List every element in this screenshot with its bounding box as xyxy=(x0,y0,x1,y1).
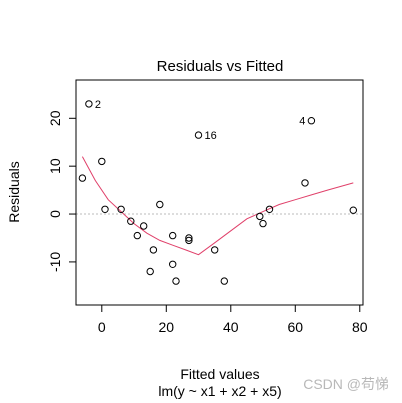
data-point xyxy=(265,205,274,214)
data-point xyxy=(172,277,180,285)
y-axis-label: Residuals xyxy=(6,161,22,222)
data-point xyxy=(98,157,106,166)
x-tick-label: 60 xyxy=(287,319,303,335)
y-tick-label: 20 xyxy=(47,110,63,126)
x-tick-label: 80 xyxy=(352,319,368,335)
point-label: 2 xyxy=(95,99,101,111)
data-point xyxy=(194,131,203,139)
data-point xyxy=(117,205,125,214)
point-label: 16 xyxy=(205,130,217,142)
watermark: CSDN @苟悌 xyxy=(303,376,389,392)
data-point xyxy=(185,234,193,242)
y-tick-label: 10 xyxy=(47,158,63,174)
data-point xyxy=(149,246,158,254)
data-point xyxy=(156,200,164,209)
data-point xyxy=(301,179,309,187)
data-point xyxy=(127,217,135,225)
data-point xyxy=(140,222,148,230)
y-axis: -10 0 10 20 xyxy=(47,110,77,272)
data-point xyxy=(211,246,219,254)
y-tick-label: 0 xyxy=(47,210,63,218)
data-point xyxy=(349,206,357,214)
data-point xyxy=(146,267,154,276)
data-point xyxy=(185,236,193,245)
chart-title: Residuals vs Fitted xyxy=(157,58,284,75)
x-tick-label: 40 xyxy=(223,319,239,335)
x-axis: 0 20 40 60 80 xyxy=(98,304,368,335)
x-tick-label: 20 xyxy=(159,319,175,335)
data-point xyxy=(256,212,264,221)
data-point xyxy=(78,174,87,182)
smooth-line xyxy=(81,156,354,256)
data-point xyxy=(307,117,316,125)
data-point xyxy=(259,219,267,228)
y-tick-label: -10 xyxy=(47,252,63,272)
data-point xyxy=(133,231,142,240)
data-point xyxy=(169,260,177,268)
point-label: 4 xyxy=(299,116,305,128)
data-point xyxy=(169,231,177,240)
x-axis-subtitle: lm(y ~ x1 + x2 + x5) xyxy=(158,383,281,399)
points-layer: 2 16 4 xyxy=(78,99,357,285)
data-point xyxy=(85,100,93,108)
data-point xyxy=(101,205,109,214)
data-point xyxy=(220,277,229,285)
x-axis-label: Fitted values xyxy=(180,366,259,382)
x-tick-label: 0 xyxy=(98,319,106,335)
